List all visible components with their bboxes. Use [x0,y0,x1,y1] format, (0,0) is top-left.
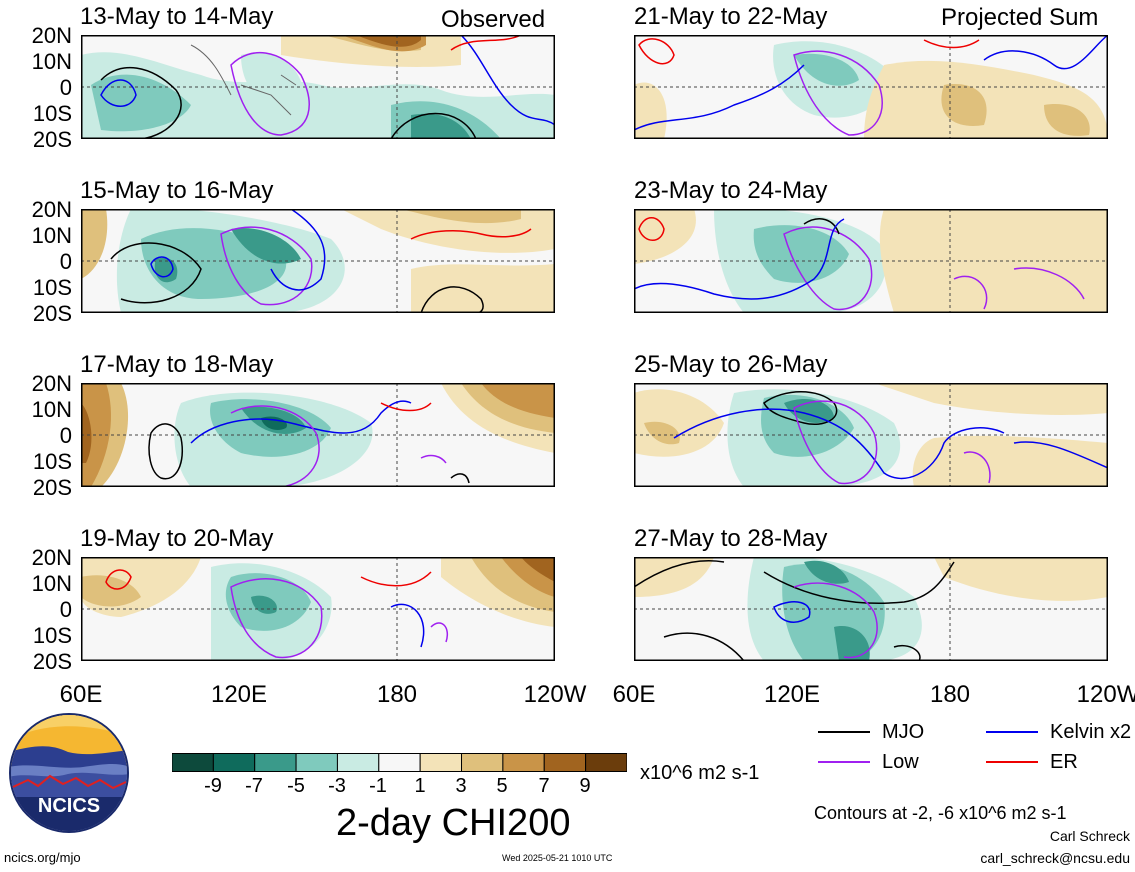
colorbar-tick: -7 [245,775,263,797]
lat-label: 10S [32,101,72,126]
map-panel-8 [634,557,1108,661]
colorbar-swatch [212,753,256,772]
author-email: carl_schreck@ncsu.edu [980,850,1130,866]
lat-label: 10N [31,397,72,422]
legend-mjo-line [818,731,870,733]
panel-title-6: 23-May to 24-May [634,177,828,204]
contour-note: Contours at -2, -6 x10^6 m2 s-1 [814,803,1067,823]
lon-label-right-60e: 60E [612,681,656,708]
lon-label-left-180: 180 [376,681,418,708]
timestamp: Wed 2025-05-21 1010 UTC [502,853,613,863]
lat-label: 0 [59,423,72,448]
main-title: 2-day CHI200 [336,802,571,844]
lon-label-right-180: 180 [929,681,971,708]
panel-title-8: 27-May to 28-May [634,525,828,552]
lat-label: 10N [31,49,72,74]
colorbar-tick: -9 [204,775,222,797]
author-name: Carl Schreck [1049,828,1130,844]
lat-label: 10N [31,571,72,596]
colorbar-units: x10^6 m2 s-1 [640,762,760,784]
colorbar-tick: -1 [369,775,387,797]
panel-title-2: 15-May to 16-May [80,177,274,204]
panel-title-1: 13-May to 14-May [80,3,274,30]
colorbar [171,753,628,777]
lat-label: 20S [32,475,72,500]
lat-label: 0 [59,249,72,274]
colorbar-tick: 7 [538,775,550,797]
lat-label: 10N [31,223,72,248]
colorbar-tick: -5 [287,775,305,797]
legend-low-line [818,761,870,763]
site-url: ncics.org/mjo [4,850,81,865]
legend-kelvin-line [986,731,1038,733]
colorbar-tick: -3 [328,775,346,797]
colorbar-tick: 9 [579,775,591,797]
legend-mjo: MJO [818,722,924,742]
lon-label-left-60e: 60E [59,681,103,708]
colorbar-swatch [295,753,338,772]
map-panel-6 [634,209,1108,313]
colorbar-swatch [378,753,421,772]
map-panel-5 [634,35,1108,139]
map-panel-7 [634,383,1108,487]
colorbar-tick: 1 [414,775,426,797]
lat-label: 20N [31,23,72,48]
legend-low-label: Low [882,751,919,773]
colorbar-swatch [585,753,628,772]
colorbar-swatch [543,753,587,772]
lat-label: 10S [32,623,72,648]
colorbar-tick: 5 [496,775,508,797]
colorbar-swatch [171,753,214,772]
legend-er-label: ER [1050,751,1078,773]
lat-label: 20N [31,545,72,570]
observed-label: Observed [441,6,546,33]
lat-label: 20N [31,371,72,396]
panel-title-5: 21-May to 22-May [634,3,828,30]
colorbar-swatch [254,753,297,772]
projected-label: Projected Sum [941,4,1099,31]
lon-label-left-120w: 120W [523,681,587,708]
legend-er: ER [986,752,1078,772]
lat-label: 0 [59,75,72,100]
lon-label-right-120w: 120W [1076,681,1135,708]
lat-label: 20N [31,197,72,222]
lat-label: 10S [32,449,72,474]
legend-er-line [986,761,1038,763]
legend-low: Low [818,752,919,772]
ncics-logo: NCICS [8,712,130,839]
panel-title-3: 17-May to 18-May [80,351,274,378]
lat-label: 20S [32,301,72,326]
lat-label: 10S [32,275,72,300]
panel-title-4: 19-May to 20-May [80,525,274,552]
lat-label: 20S [32,649,72,674]
lat-label: 0 [59,597,72,622]
colorbar-swatch [502,753,545,772]
map-panel-1 [81,35,555,139]
colorbar-tick: 3 [455,775,467,797]
map-panel-2 [81,209,555,313]
legend-kelvin: Kelvin x2 [986,722,1131,742]
map-panel-3 [81,383,555,487]
legend-mjo-label: MJO [882,721,925,743]
logo-text: NCICS [38,795,100,817]
lon-label-left-120e: 120E [210,681,268,708]
colorbar-swatch [419,753,463,772]
lon-label-right-120e: 120E [763,681,821,708]
lat-label: 20S [32,127,72,152]
panel-title-7: 25-May to 26-May [634,351,828,378]
colorbar-swatch [461,753,504,772]
colorbar-swatch [336,753,380,772]
map-panel-4 [81,557,555,661]
legend-kelvin-label: Kelvin x2 [1050,721,1132,743]
